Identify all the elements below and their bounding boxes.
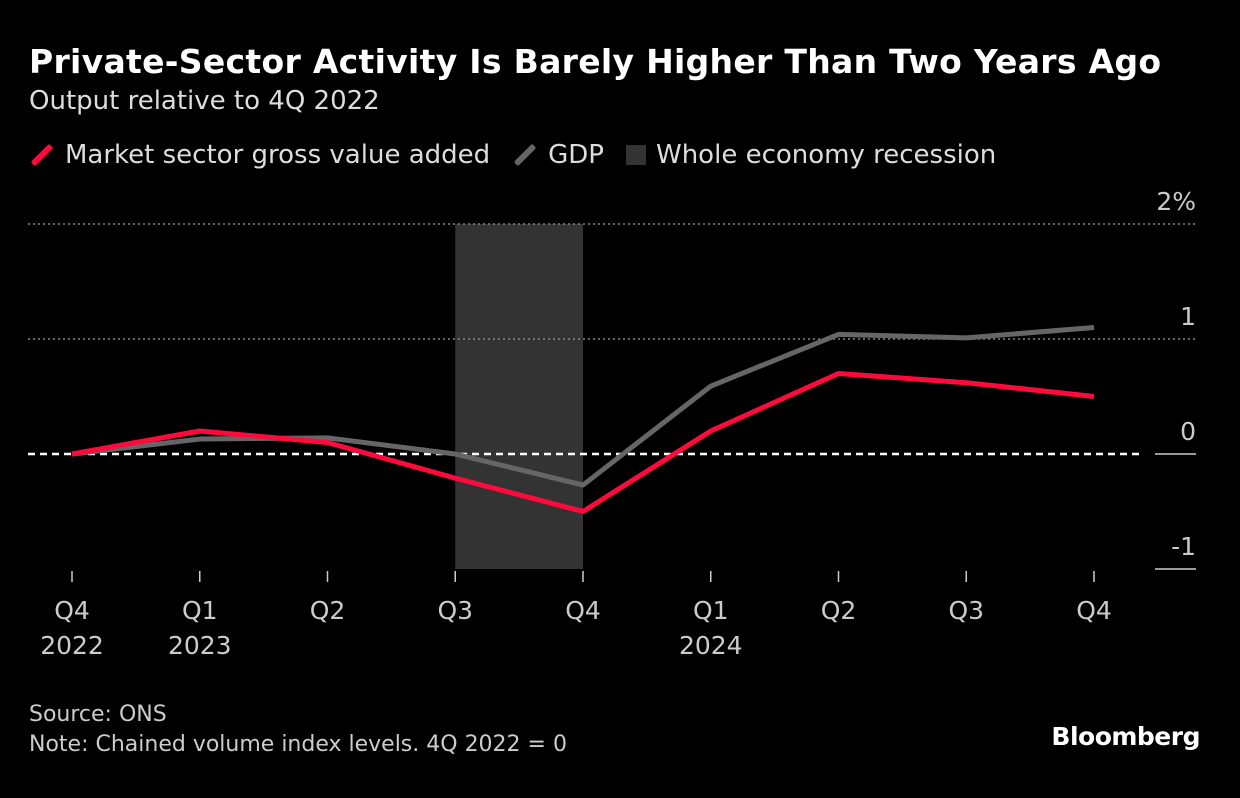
x-tick-label: Q2 [310, 596, 346, 625]
source-note: Source: ONS [29, 702, 167, 727]
legend-item-recession: Whole economy recession [626, 140, 996, 170]
footer: Source: ONS Note: Chained volume index l… [29, 700, 567, 760]
x-tick-label: Q1 [693, 596, 729, 625]
bloomberg-logo: Bloomberg [1051, 722, 1200, 751]
legend-item-market-sector: Market sector gross value added [29, 140, 490, 170]
y-tick-label: 1 [1180, 302, 1196, 331]
chart-note: Note: Chained volume index levels. 4Q 20… [29, 732, 567, 757]
x-tick-label: Q3 [437, 596, 473, 625]
x-tick-label: Q2 [821, 596, 857, 625]
y-tick-label: -1 [1171, 532, 1196, 561]
x-tick-label: Q4 [565, 596, 601, 625]
x-tick-year-label: 2023 [168, 631, 232, 660]
y-tick-label: 0 [1180, 417, 1196, 446]
legend-swatch-icon [626, 145, 646, 165]
chart-subtitle: Output relative to 4Q 2022 [29, 86, 380, 116]
recession-band [455, 224, 583, 569]
x-tick-label: Q1 [182, 596, 218, 625]
chart-title: Private-Sector Activity Is Barely Higher… [29, 42, 1162, 81]
x-tick-label: Q3 [948, 596, 984, 625]
x-tick-label: Q4 [1076, 596, 1112, 625]
y-tick-label: 2% [1156, 187, 1196, 216]
legend-label: Whole economy recession [656, 140, 997, 170]
legend-item-gdp: GDP [512, 140, 604, 170]
x-tick-year-label: 2022 [40, 631, 104, 660]
legend-label: GDP [548, 140, 604, 170]
x-tick-label: Q4 [54, 596, 90, 625]
x-tick-year-label: 2024 [679, 631, 743, 660]
legend-label: Market sector gross value added [65, 140, 491, 170]
legend: Market sector gross value added GDP Whol… [29, 140, 1018, 170]
